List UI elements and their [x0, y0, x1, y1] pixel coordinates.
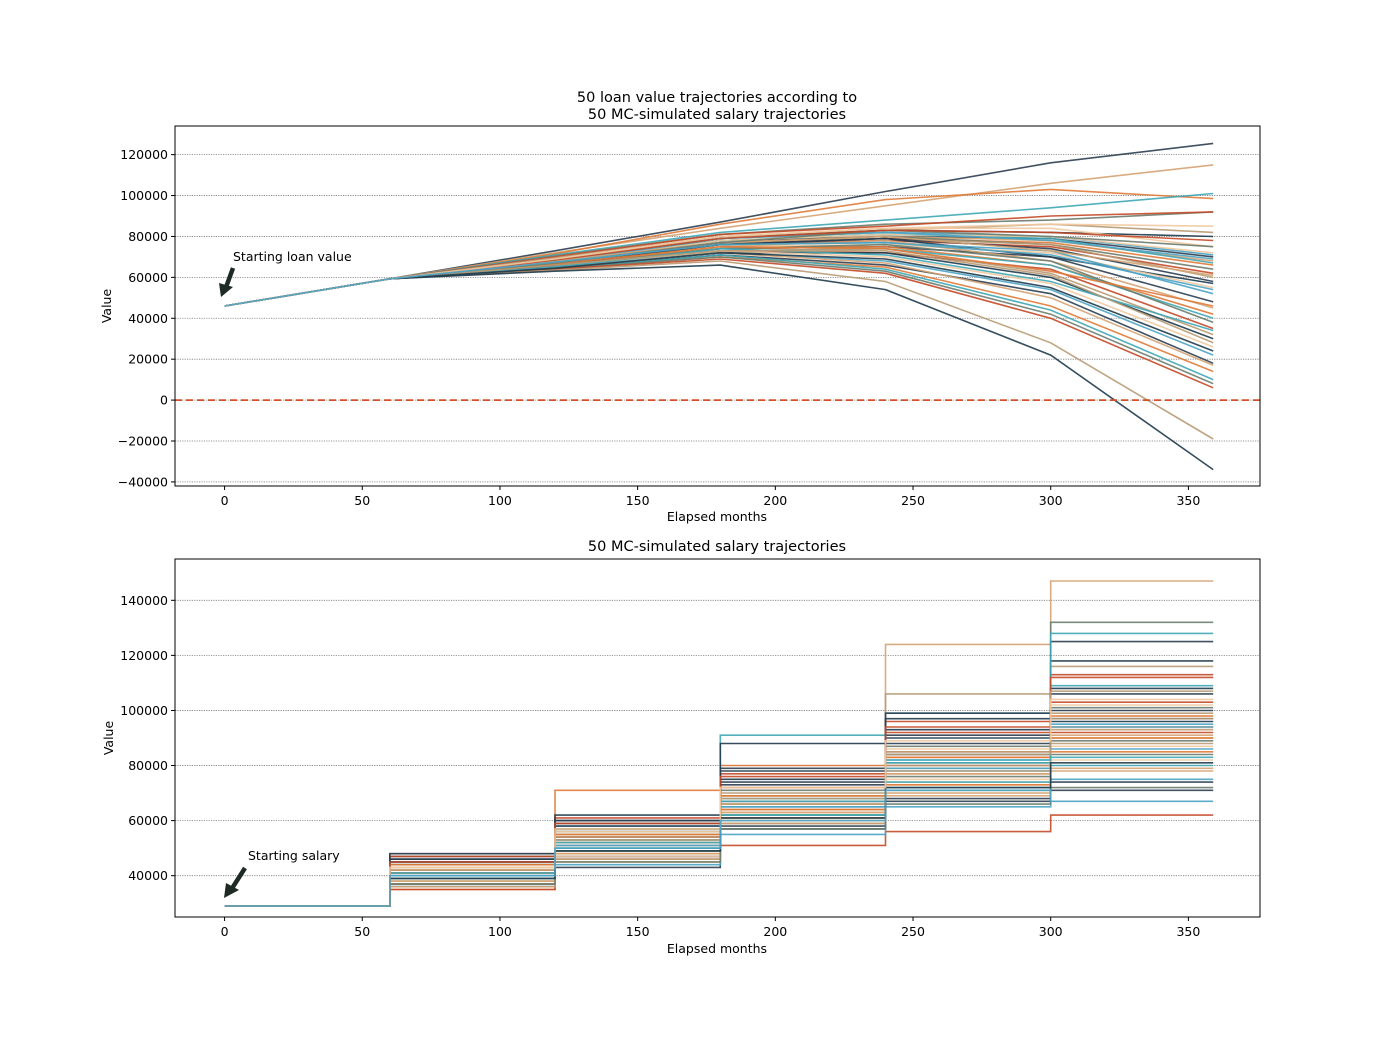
salary-chart-x-axis-label: Elapsed months: [667, 941, 767, 956]
salary-chart-y-tick-label: 80000: [128, 758, 168, 773]
loan-chart-y-axis-label: Value: [99, 289, 114, 324]
salary-chart-x-tick-label: 200: [763, 924, 787, 939]
loan-chart-y-tick-label: 60000: [128, 270, 168, 285]
loan-chart-series: [224, 142, 1214, 471]
loan-chart-frame: [174, 125, 1261, 487]
loan-chart-x-tick-label: 350: [1176, 493, 1200, 508]
loan-chart-annotation: Starting loan value: [219, 249, 352, 297]
loan-chart-ticks: −40000 −20000 0 20000 40000 60000 80000 100000 1…: [118, 147, 1201, 508]
loan-chart-y-tick-label: 80000: [128, 229, 168, 244]
salary-chart-frame: [174, 558, 1261, 918]
salary-chart-y-tick-label: 120000: [120, 648, 168, 663]
salary-chart-x-tick-label: 300: [1039, 924, 1063, 939]
salary-chart-x-tick-label: 350: [1176, 924, 1200, 939]
salary-chart-x-tick-label: 0: [221, 924, 229, 939]
starting-loan-value-label: Starting loan value: [233, 249, 352, 264]
starting-loan-value-arrow-head: [219, 283, 233, 297]
loan-chart-x-tick-label: 250: [901, 493, 925, 508]
loan-chart-y-tick-label: 20000: [128, 352, 168, 367]
loan-chart-y-tick-label: 0: [160, 393, 168, 408]
salary-chart-x-tick-label: 100: [488, 924, 512, 939]
loan-chart-title-line-2: 50 MC-simulated salary trajectories: [588, 107, 846, 123]
loan-trajectory-line: [224, 241, 1214, 307]
starting-salary-arrow-head: [224, 883, 239, 898]
loan-chart-x-tick-label: 200: [763, 493, 787, 508]
salary-chart-x-tick-label: 50: [354, 924, 370, 939]
salary-chart-y-tick-label: 100000: [120, 703, 168, 718]
salary-chart: 50 MC-simulated salary trajectories 4000…: [101, 539, 1261, 956]
loan-chart-y-tick-label: −20000: [118, 434, 168, 449]
loan-chart-y-tick-label: 120000: [120, 147, 168, 162]
salary-chart-y-tick-label: 40000: [128, 868, 168, 883]
loan-chart-x-tick-label: 100: [488, 493, 512, 508]
loan-chart: 50 loan value trajectories according to …: [99, 90, 1261, 524]
loan-chart-y-tick-label: −40000: [118, 474, 168, 489]
salary-chart-x-tick-label: 250: [901, 924, 925, 939]
loan-chart-x-tick-label: 50: [354, 493, 370, 508]
loan-chart-title-line-1: 50 loan value trajectories according to: [577, 90, 857, 106]
salary-chart-x-tick-label: 150: [626, 924, 650, 939]
loan-chart-x-tick-label: 300: [1039, 493, 1063, 508]
loan-chart-x-tick-label: 0: [221, 493, 229, 508]
salary-chart-y-axis-label: Value: [101, 721, 116, 756]
salary-chart-annotation: Starting salary: [224, 848, 340, 898]
loan-chart-y-tick-label: 100000: [120, 188, 168, 203]
salary-chart-y-tick-label: 60000: [128, 813, 168, 828]
salary-trajectory-line: [224, 698, 1214, 907]
salary-chart-title: 50 MC-simulated salary trajectories: [588, 539, 846, 555]
loan-chart-y-tick-label: 40000: [128, 311, 168, 326]
salary-chart-ticks: 40000 60000 80000 100000 120000 140000 0 50 100 1…: [120, 593, 1200, 939]
loan-chart-x-tick-label: 150: [626, 493, 650, 508]
salary-chart-series: [224, 580, 1214, 907]
starting-salary-label: Starting salary: [248, 848, 340, 863]
salary-trajectory-line: [224, 789, 1214, 907]
salary-chart-y-tick-label: 140000: [120, 593, 168, 608]
starting-salary-arrow-shaft: [229, 866, 247, 892]
loan-chart-x-axis-label: Elapsed months: [667, 509, 767, 524]
